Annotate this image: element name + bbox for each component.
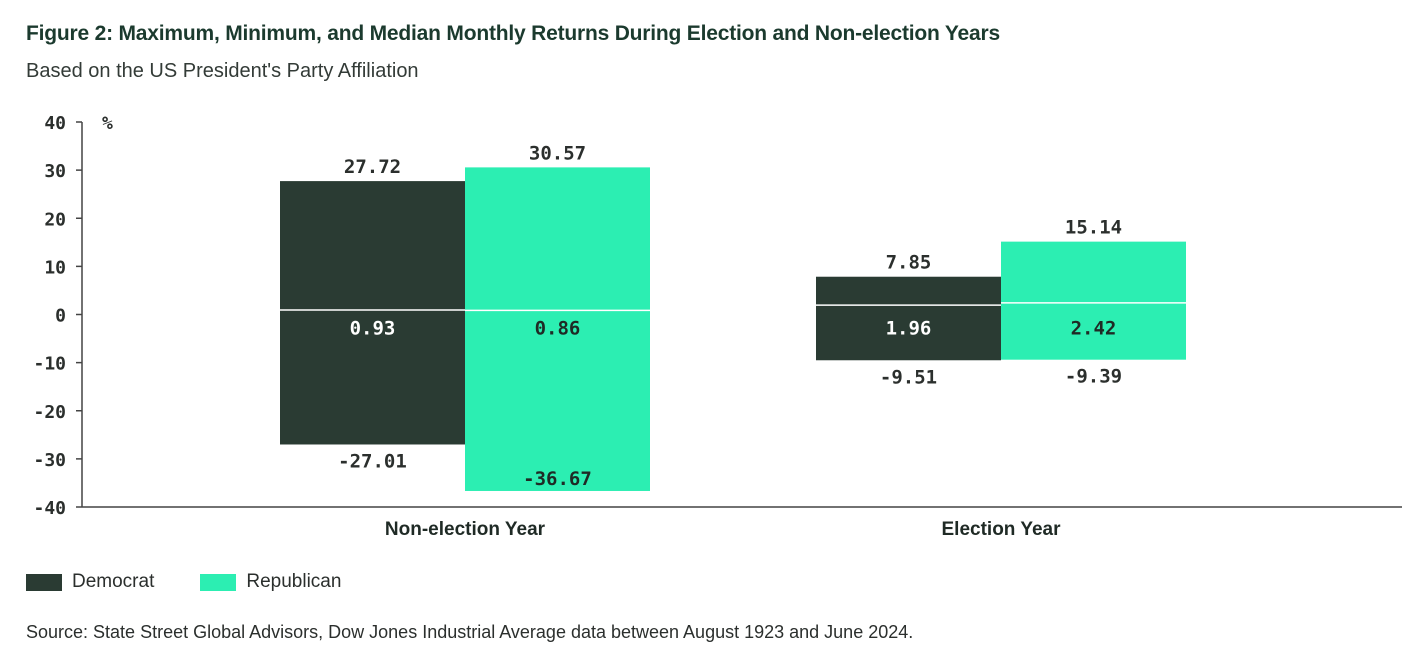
y-tick-label: -40 xyxy=(33,498,66,519)
chart-area: -40 -30 -20 -10 0 10 20 30 40 % 27.72 0.93 -27.01 30.… xyxy=(33,113,1402,540)
y-tick-label: -10 xyxy=(33,354,66,375)
legend-label-republican: Republican xyxy=(246,571,342,592)
x-category-label: Election Year xyxy=(942,519,1062,540)
bar-republican xyxy=(465,167,650,491)
bar-democrat xyxy=(816,276,1001,361)
max-value-label: 7.85 xyxy=(886,252,932,274)
median-value-label: 0.93 xyxy=(350,318,396,340)
min-value-label: -9.39 xyxy=(1065,366,1122,388)
min-value-label: -27.01 xyxy=(338,450,407,472)
chart-subtitle: Based on the US President's Party Affili… xyxy=(26,60,419,82)
legend-item-republican: Republican xyxy=(200,571,341,593)
legend: Democrat Republican xyxy=(26,571,387,593)
y-tick-label: -20 xyxy=(33,402,66,423)
median-value-label: 0.86 xyxy=(535,318,581,340)
y-tick-label: 10 xyxy=(44,257,66,278)
y-tick-label: -30 xyxy=(33,450,66,471)
max-value-label: 30.57 xyxy=(529,142,586,164)
max-value-label: 15.14 xyxy=(1065,217,1122,239)
legend-label-democrat: Democrat xyxy=(72,571,155,592)
bar-republican xyxy=(1001,241,1186,360)
legend-swatch-republican xyxy=(200,573,237,591)
legend-swatch-democrat xyxy=(26,573,62,591)
y-tick-label: 40 xyxy=(44,113,66,134)
y-unit-label: % xyxy=(102,113,113,134)
y-tick-label: 0 xyxy=(55,306,66,327)
y-tick-label: 30 xyxy=(44,161,66,182)
source-note: Source: State Street Global Advisors, Do… xyxy=(26,622,914,642)
max-value-label: 27.72 xyxy=(344,156,401,178)
median-value-label: 1.96 xyxy=(886,318,932,340)
min-value-label: -36.67 xyxy=(523,468,592,490)
y-tick-label: 20 xyxy=(44,209,66,230)
legend-item-democrat: Democrat xyxy=(26,571,154,593)
bar-democrat xyxy=(280,181,465,445)
chart-title: Figure 2: Maximum, Minimum, and Median M… xyxy=(26,22,1000,45)
median-value-label: 2.42 xyxy=(1071,318,1117,340)
x-category-label: Non-election Year xyxy=(385,519,546,540)
min-value-label: -9.51 xyxy=(880,366,937,388)
